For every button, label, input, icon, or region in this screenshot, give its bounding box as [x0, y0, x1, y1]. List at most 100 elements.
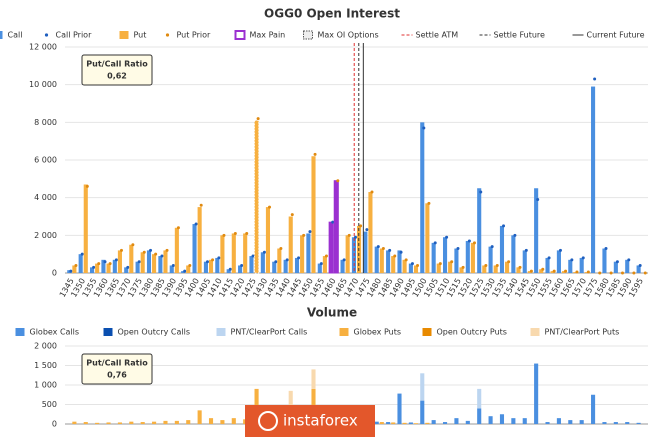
bar — [311, 156, 316, 273]
prior-dot — [433, 241, 437, 245]
prior-dot — [632, 271, 636, 275]
bar — [231, 233, 236, 273]
legend-swatch — [15, 328, 25, 336]
bar-segment — [152, 421, 157, 424]
bar-segment — [488, 416, 493, 424]
bar-segment — [454, 418, 459, 424]
bar — [539, 269, 544, 273]
prior-dot — [171, 263, 175, 267]
legend-label: Max Pain — [250, 31, 286, 40]
watermark-logo — [258, 411, 278, 431]
bar — [613, 261, 618, 273]
bar-segment — [220, 420, 225, 424]
prior-dot — [199, 203, 203, 207]
bar — [465, 240, 470, 273]
bar — [363, 231, 368, 273]
bar — [454, 248, 459, 273]
prior-dot — [586, 270, 590, 274]
bar-segment — [186, 420, 191, 424]
bar — [124, 267, 129, 273]
prior-dot — [547, 256, 551, 260]
prior-dot — [92, 265, 96, 269]
ratio-value: 0,62 — [107, 72, 127, 81]
bar — [482, 265, 487, 273]
bar — [317, 263, 322, 273]
prior-dot — [365, 228, 369, 232]
bar — [146, 250, 152, 273]
prior-dot — [552, 269, 556, 273]
bar-segment — [413, 423, 419, 424]
bar — [493, 265, 498, 273]
prior-dot — [342, 258, 346, 262]
bar — [368, 192, 373, 273]
bar — [226, 269, 231, 273]
y-tick-label: 6 000 — [34, 156, 57, 165]
bar-segment — [442, 422, 448, 424]
bar — [254, 119, 260, 274]
bar — [158, 256, 163, 273]
bar-segment — [477, 408, 482, 424]
bar — [636, 265, 641, 273]
prior-dot — [643, 271, 647, 275]
bar — [340, 259, 345, 273]
bar — [579, 257, 584, 273]
bar — [174, 227, 179, 273]
bar — [265, 207, 271, 273]
bar-segment — [208, 418, 214, 424]
bar — [67, 270, 72, 273]
prior-dot — [638, 263, 642, 267]
prior-dot — [467, 239, 471, 243]
chart-title: Volume — [307, 306, 357, 320]
prior-dot — [381, 247, 385, 251]
y-tick-label: 0 — [52, 269, 57, 278]
bar — [431, 242, 436, 273]
bar-segment — [374, 421, 379, 424]
y-tick-label: 1 500 — [34, 361, 57, 370]
chart-title: OGG0 Open Interest — [264, 7, 400, 21]
bar — [215, 257, 220, 273]
bar-segment — [386, 422, 391, 424]
bar — [379, 248, 384, 273]
prior-dot — [245, 231, 249, 235]
prior-dot — [154, 252, 158, 256]
bar-segment — [408, 422, 413, 424]
bar-segment — [311, 369, 316, 389]
bar — [420, 122, 425, 273]
prior-dot — [251, 254, 255, 258]
prior-dot — [183, 269, 187, 273]
bar-segment — [197, 410, 202, 424]
prior-dot — [80, 252, 84, 256]
bar — [584, 272, 589, 273]
y-tick-label: 0 — [52, 420, 57, 429]
prior-dot — [114, 258, 118, 262]
legend-swatch — [422, 328, 432, 336]
prior-dot — [370, 190, 374, 194]
prior-dot — [456, 247, 460, 251]
prior-dot — [422, 126, 426, 130]
legend-label: Globex Calls — [30, 328, 80, 337]
bar — [288, 216, 293, 273]
prior-dot — [240, 263, 244, 267]
prior-dot — [205, 260, 209, 264]
prior-dot — [541, 267, 545, 271]
bar — [522, 250, 527, 273]
bar-segment — [391, 422, 396, 424]
bar — [505, 261, 510, 273]
bar-segment — [174, 420, 179, 424]
bar — [534, 188, 539, 273]
bar-segment — [140, 422, 145, 424]
prior-dot — [461, 265, 465, 269]
bar — [625, 259, 630, 273]
prior-dot — [279, 247, 283, 251]
bar — [294, 257, 300, 273]
prior-dot — [620, 271, 624, 275]
prior-dot — [274, 260, 278, 264]
ratio-box — [81, 353, 153, 385]
bar — [568, 259, 573, 273]
prior-dot — [479, 190, 483, 194]
bar — [408, 263, 413, 273]
bar — [306, 233, 311, 273]
prior-dot — [165, 248, 169, 252]
bar-segment — [402, 422, 407, 424]
